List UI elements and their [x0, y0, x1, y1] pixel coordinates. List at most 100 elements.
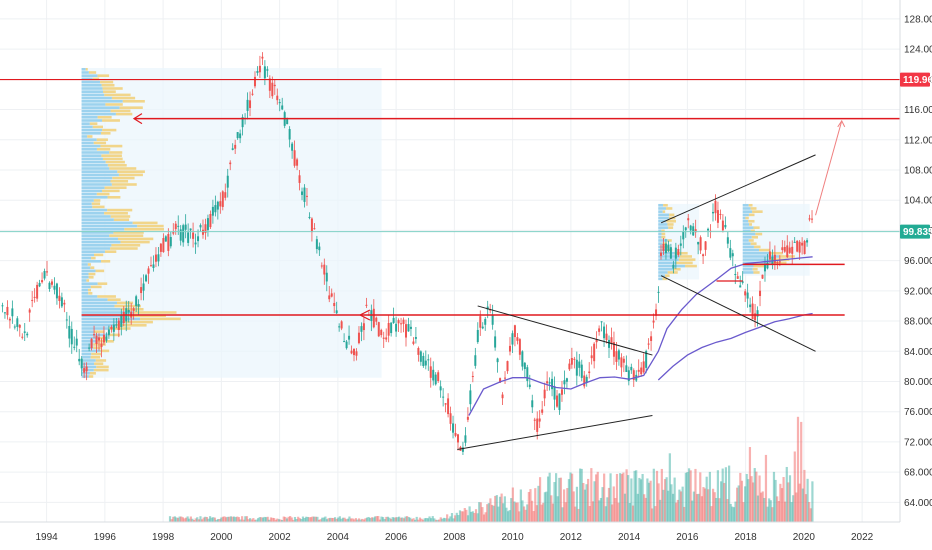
- volume-bar: [261, 517, 265, 522]
- profile-bar-sell: [661, 229, 665, 233]
- candle-body: [159, 243, 162, 252]
- volume-bar: [758, 475, 761, 522]
- x-tick-label: 2014: [618, 532, 641, 543]
- volume-bar: [582, 482, 585, 522]
- volume-bar: [508, 510, 511, 522]
- profile-bar-sell: [753, 264, 766, 268]
- candle-body: [447, 398, 450, 415]
- volume-bar: [792, 495, 795, 522]
- profile-bar-buy: [81, 211, 105, 215]
- volume-bar: [351, 518, 354, 522]
- candle-body: [93, 334, 96, 336]
- profile-bar-buy: [81, 253, 94, 257]
- profile-bar-buy: [81, 263, 88, 266]
- candle-body: [781, 247, 784, 251]
- candle-body: [68, 325, 71, 339]
- volume-bar: [295, 519, 298, 522]
- candle-body: [241, 117, 244, 128]
- y-tick-label: 116.000: [904, 105, 932, 116]
- volume-bar: [285, 518, 289, 522]
- profile-bar-sell: [110, 179, 129, 183]
- volume-bar: [708, 471, 711, 522]
- candle-body: [744, 291, 747, 296]
- candle-body: [734, 274, 737, 276]
- volume-bar: [545, 491, 548, 522]
- candle-body: [612, 342, 615, 357]
- volume-bar: [188, 518, 191, 522]
- volume-bars: [168, 416, 814, 522]
- volume-bar: [649, 480, 652, 522]
- candle-body: [172, 232, 175, 234]
- volume-bar: [646, 478, 649, 522]
- volume-bar: [619, 473, 622, 522]
- volume-bar: [433, 518, 436, 522]
- volume-bar: [393, 517, 396, 522]
- profile-bar-sell: [88, 275, 94, 279]
- volume-bar: [305, 516, 308, 522]
- volume-bar: [423, 518, 426, 522]
- candle-body: [53, 285, 56, 290]
- candle-body: [90, 338, 93, 349]
- candle-body: [461, 447, 464, 452]
- candle-body: [219, 201, 222, 207]
- volume-bar: [644, 497, 647, 522]
- candle-body: [655, 309, 658, 316]
- volume-bar: [348, 516, 351, 522]
- profile-bar-sell: [93, 368, 109, 372]
- profile-bar-buy: [81, 160, 106, 164]
- volume-bar: [231, 516, 234, 522]
- profile-bar-buy: [81, 192, 97, 196]
- candle-body: [31, 299, 34, 301]
- volume-bar: [707, 489, 710, 522]
- candle-body: [310, 218, 313, 233]
- profile-bar-sell: [96, 138, 108, 141]
- profile-bar-sell: [110, 215, 131, 218]
- candle-body: [189, 228, 192, 231]
- candle-body: [249, 100, 252, 108]
- profile-bar-buy: [658, 261, 676, 265]
- volume-bar: [362, 519, 365, 522]
- profile-bar-buy: [81, 183, 112, 186]
- candle-body: [63, 302, 66, 305]
- volume-bar: [454, 515, 457, 522]
- candle-body: [268, 78, 271, 91]
- candle-body: [605, 333, 608, 341]
- volume-bar: [800, 421, 803, 522]
- candle-body: [469, 390, 472, 405]
- candle-body: [102, 334, 105, 343]
- profile-bar-sell: [665, 274, 670, 277]
- x-tick-label: 1994: [35, 532, 58, 543]
- candle-body: [650, 336, 653, 342]
- volume-bar: [216, 519, 220, 522]
- volume-bar: [337, 517, 340, 522]
- profile-bar-buy: [81, 147, 97, 151]
- candle-body: [716, 210, 719, 223]
- profile-bar-buy: [81, 202, 92, 205]
- volume-bar: [663, 479, 667, 522]
- candle-body: [70, 328, 73, 345]
- volume-bar: [417, 519, 420, 522]
- profile-bar-buy: [742, 267, 753, 271]
- volume-bar: [724, 467, 728, 522]
- candle-body: [471, 376, 474, 378]
- profile-bar-sell: [666, 207, 673, 210]
- candle-body: [127, 309, 130, 313]
- candle-body: [263, 66, 266, 79]
- profile-bar-sell: [88, 71, 97, 74]
- profile-bar-sell: [750, 207, 757, 210]
- volume-bar: [370, 517, 373, 522]
- candle-body: [647, 343, 650, 345]
- candle-body: [528, 384, 531, 388]
- candle-body: [439, 386, 442, 391]
- candle-body: [442, 396, 445, 398]
- x-tick-label: 2010: [501, 532, 524, 543]
- profile-bar-buy: [742, 271, 754, 274]
- volume-bar: [652, 468, 655, 522]
- candle-body: [33, 296, 36, 298]
- profile-bar-buy: [81, 199, 94, 202]
- volume-bar: [314, 516, 317, 522]
- profile-bar-sell: [751, 235, 759, 239]
- profile-bar-sell: [122, 99, 145, 103]
- candle-body: [397, 320, 400, 324]
